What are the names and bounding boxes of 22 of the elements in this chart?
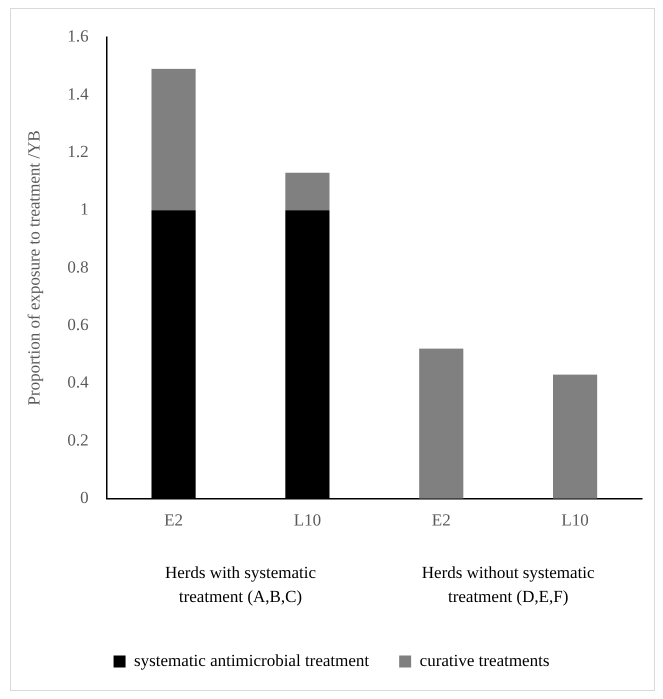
x-tick-label: L10	[561, 510, 589, 530]
text: Herds with systematic treatment (A,B,C)	[164, 563, 316, 606]
y-tick-label: 0.4	[67, 372, 90, 392]
x-tick-label: E2	[432, 510, 451, 530]
text: Herds without systematic treatment (D,E,F)	[422, 563, 596, 606]
y-axis-title: Proportion of exposure to treatment /YB	[24, 130, 44, 406]
bar	[553, 374, 598, 499]
x-tick-label: E2	[164, 510, 184, 530]
bar	[419, 348, 464, 499]
y-tick-label: 0	[80, 488, 89, 508]
y-tick-label: 1	[80, 200, 89, 219]
bar	[285, 172, 330, 210]
y-tick-label: 0.6	[67, 315, 89, 334]
y-tick-label: 0.2	[67, 430, 89, 450]
y-tick-label: 1.2	[67, 142, 89, 162]
legend-label: systematic antimicrobial treatment	[134, 650, 370, 670]
y-tick-label: 1.4	[67, 84, 90, 104]
legend-label: curative treatments	[420, 650, 550, 670]
x-tick-label: L10	[294, 510, 322, 530]
y-tick-label: 1.6	[67, 26, 89, 46]
y-tick-label: 0.8	[67, 257, 89, 276]
bar	[151, 68, 196, 210]
